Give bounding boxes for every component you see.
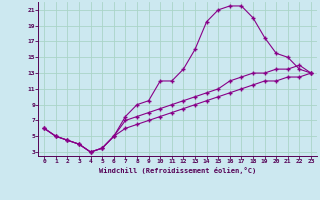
X-axis label: Windchill (Refroidissement éolien,°C): Windchill (Refroidissement éolien,°C) — [99, 167, 256, 174]
